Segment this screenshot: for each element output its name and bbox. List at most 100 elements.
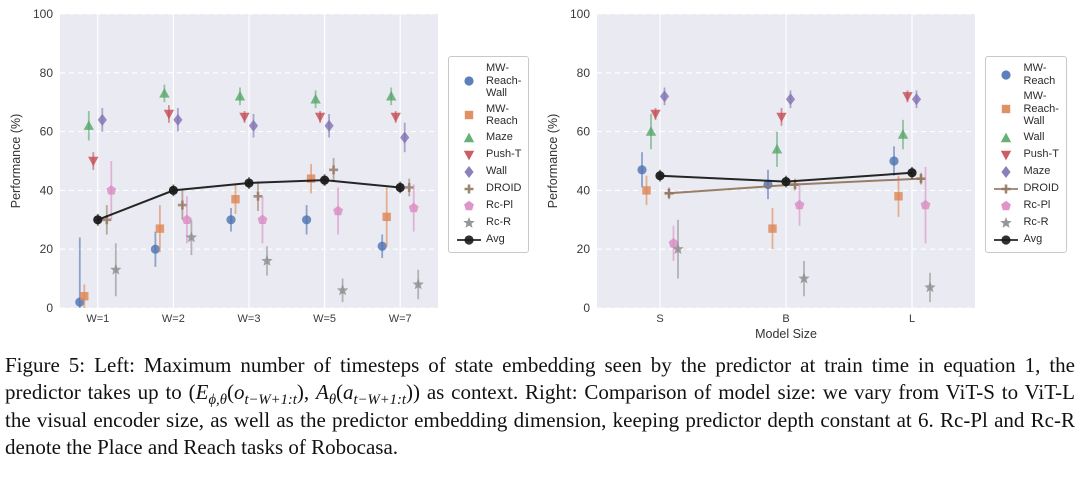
legend-label: Maze [1023, 165, 1051, 178]
legend-item-droid: DROID [993, 182, 1059, 196]
legend-item-mw-reach: MW- Reach [993, 62, 1058, 87]
legend-label: MW- Reach- Wall [486, 62, 522, 99]
x-tick-label: B [783, 313, 790, 325]
legend-item-rc-pl: Rc-Pl [993, 199, 1058, 213]
y-tick-label: 80 [40, 66, 54, 80]
y-tick-label: 100 [33, 7, 53, 21]
gridlines [60, 13, 438, 309]
legend-item-mw-reach-wall: MW- Reach- Wall [993, 90, 1059, 128]
legend-item-rc-r: Rc-R [993, 216, 1058, 230]
series-push-t [650, 90, 914, 126]
left-plot: 0 20 40 60 80 100 W=1 W=2 W=3 W=5 W=7 Performance (… [9, 7, 438, 325]
legend-label: Wall [1023, 131, 1045, 144]
pentagon-icon [464, 200, 474, 210]
caption-run: θ [328, 392, 337, 409]
right-chart-block: 0 20 40 60 80 100 S B L Performance (%) Model Size… [543, 4, 1067, 344]
legend-item-mw-reach-wall: MW- Reach- Wall [456, 62, 521, 100]
y-axis-label: Performance (%) [9, 114, 23, 208]
series-avg [93, 174, 405, 226]
series-wall [97, 108, 410, 153]
series-rc-r [672, 219, 937, 303]
y-tick-label: 100 [570, 7, 590, 21]
plus-icon [994, 184, 1019, 193]
legend-label: DROID [1023, 182, 1059, 195]
legend-label: MW- Reach [486, 102, 518, 128]
figure-caption: Figure 5: Left: Maximum number of timest… [5, 352, 1075, 461]
legend-label: Rc-Pl [1023, 199, 1051, 212]
left-chart-block: 0 20 40 60 80 100 W=1 W=2 W=3 W=5 W=7 Performance (… [6, 4, 530, 344]
y-tick-label: 40 [577, 183, 591, 197]
x-tick-label: W=1 [86, 313, 109, 325]
legend-label: Avg [486, 233, 505, 246]
legend-label: MW- Reach [1023, 62, 1056, 87]
x-tick-label: W=2 [162, 313, 185, 325]
series-droid [102, 158, 414, 235]
circle-icon [464, 76, 474, 86]
legend-label: Push-T [486, 148, 522, 161]
caption-run: E [195, 380, 209, 405]
triangle-up-icon [1001, 132, 1012, 142]
legend-label: Rc-R [1023, 216, 1049, 229]
legend-label: Rc-R [486, 216, 512, 229]
caption-run: ), [296, 380, 316, 405]
star-icon [463, 216, 475, 228]
gridlines [597, 13, 976, 309]
legend-label: MW- Reach- Wall [1023, 90, 1059, 127]
y-tick-label: 20 [577, 242, 591, 256]
legend-item-rc-pl: Rc-Pl [456, 199, 521, 213]
legend-item-push-t: Push-T [993, 148, 1059, 162]
legend-item-push-t: Push-T [456, 148, 521, 162]
y-tick-label: 20 [40, 242, 54, 256]
caption-run: t−W+1:t [353, 392, 406, 409]
square-icon [1002, 104, 1011, 113]
circle-icon [457, 234, 481, 245]
series-mw-reach [80, 163, 391, 308]
pentagon-icon [1001, 200, 1012, 210]
caption-run: ϕ,θ [208, 392, 227, 409]
triangle-down-icon [463, 150, 475, 160]
legend-item-wall: Wall [993, 131, 1058, 145]
y-tick-label: 40 [40, 183, 54, 197]
series-maze [660, 87, 922, 109]
x-tick-label: S [657, 313, 664, 325]
square-icon [464, 110, 474, 120]
caption-run: a [343, 380, 354, 405]
legend-label: Push-T [1023, 148, 1059, 161]
right-plot: 0 20 40 60 80 100 S B L Performance (%) Model Size [546, 7, 976, 341]
legend-item-avg: Avg [456, 233, 521, 247]
legend-item-maze: Maze [993, 165, 1058, 179]
legend-item-maze: Maze [456, 131, 521, 145]
y-tick-label: 60 [40, 125, 54, 139]
star-icon [1000, 216, 1013, 228]
series-avg [655, 166, 918, 188]
legend-item-mw-reach: MW- Reach [456, 103, 521, 128]
caption-run: )) as context. Right: Comparison of mode… [5, 380, 1075, 459]
legend-label: DROID [486, 182, 522, 195]
x-tick-label: W=7 [389, 313, 412, 325]
x-tick-label: L [909, 313, 915, 325]
legend-label: Rc-Pl [486, 199, 513, 212]
x-tick-label: W=5 [313, 313, 336, 325]
left-legend: MW- Reach- Wall MW- Reach Maze Push-T Wall DROID… [448, 56, 530, 253]
series-wall [646, 113, 909, 167]
legend-item-droid: DROID [456, 182, 521, 196]
triangle-up-icon [463, 132, 475, 142]
caption-run: A [315, 380, 329, 405]
x-axis-label: Model Size [756, 327, 818, 341]
caption-run: ( [226, 380, 234, 405]
series-mw-reach-wall [75, 205, 387, 308]
diamond-icon [1001, 165, 1012, 178]
caption-run: Figure 5: Left: Maximum number of timest… [5, 353, 1075, 405]
charts-row: 0 20 40 60 80 100 W=1 W=2 W=3 W=5 W=7 Performance (… [6, 4, 1067, 344]
circle-icon [1001, 69, 1012, 80]
series-maze [83, 84, 397, 141]
caption-run: ( [336, 380, 344, 405]
y-tick-label: 80 [577, 66, 591, 80]
y-tick-label: 60 [577, 125, 591, 139]
figure-5: 0 20 40 60 80 100 W=1 W=2 W=3 W=5 W=7 Performance (… [5, 4, 1075, 461]
caption-run: t−W+1:t [244, 392, 297, 409]
triangle-down-icon [1001, 150, 1012, 160]
caption-run: o [233, 380, 245, 405]
diamond-icon [464, 165, 474, 178]
